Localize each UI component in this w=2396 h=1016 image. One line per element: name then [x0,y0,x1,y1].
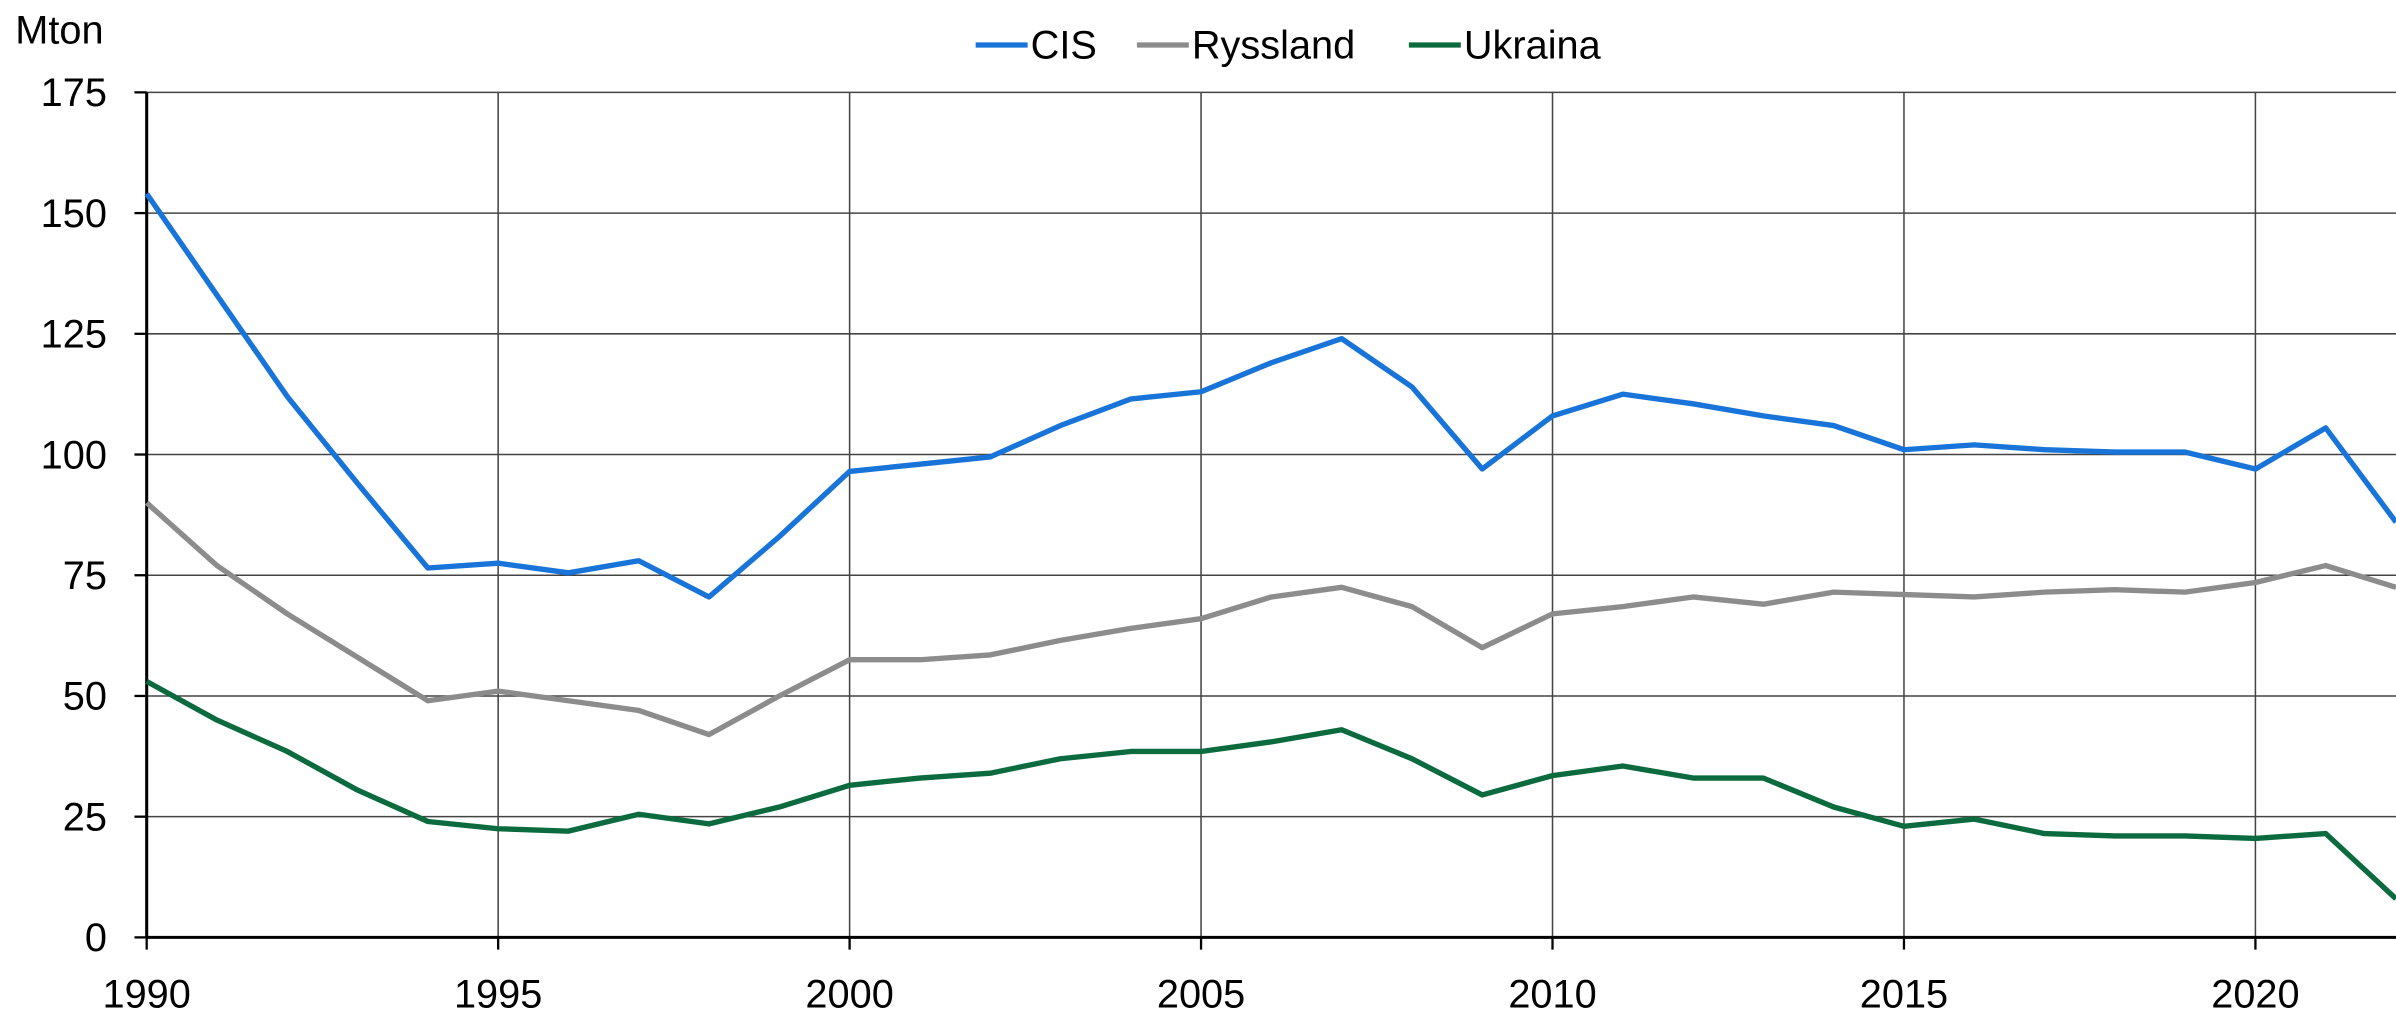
series-line [145,679,2396,901]
y-axis-label: Mton [15,8,103,52]
y-tick-label: 75 [63,554,107,598]
y-tick-label: 150 [41,192,107,236]
legend-label: CIS [1031,24,1097,68]
x-tick-label: 2000 [805,973,893,1016]
legend-label: Ryssland [1192,24,1355,68]
legend-label: Ukraina [1464,24,1602,68]
x-tick-label: 2020 [2211,973,2299,1016]
legend: CIS Ryssland Ukraina [975,24,1602,68]
y-tick-label: 100 [41,433,107,477]
y-tick-label: 175 [41,71,107,115]
y-tick-label: 50 [63,675,107,719]
x-tick-label: 2015 [1860,973,1948,1016]
y-tick-label: 125 [41,313,107,357]
x-tick-label: 2005 [1157,973,1245,1016]
series-line [144,192,2396,600]
series-line [144,500,2396,738]
x-tick-label: 2010 [1508,973,1596,1016]
x-tick-label: 1990 [103,973,191,1016]
x-tick-label: 1995 [454,973,542,1016]
y-tick-label: 25 [63,795,107,839]
y-tick-label: 0 [85,916,107,960]
